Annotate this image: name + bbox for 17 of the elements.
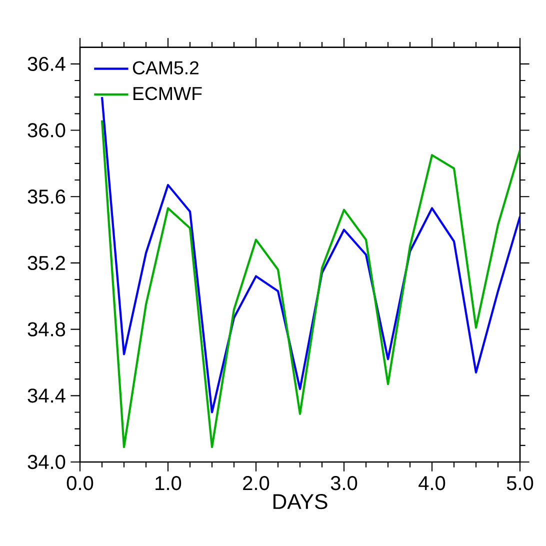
x-tick-label: 1.0	[156, 476, 182, 490]
y-tick-label: 35.2	[28, 256, 65, 270]
y-tick-label: 34.0	[28, 454, 66, 470]
x-axis-title: DAYS	[274, 494, 328, 510]
x-tick-label: 2.0	[243, 476, 270, 490]
line-series	[100, 119, 520, 448]
x-tick-label: 0.0	[66, 476, 94, 490]
x-tick-label: 5.0	[506, 476, 534, 490]
y-tick-label: 34.4	[28, 388, 66, 403]
legend-label: CAM5.2	[132, 61, 199, 74]
y-tick-label: 35.6	[28, 190, 66, 204]
x-tick-label: 3.0	[330, 476, 358, 490]
y-tick-label: 34.8	[28, 322, 66, 336]
y-tick-label: 36.0	[28, 123, 66, 138]
legend-label: ECMWF	[134, 86, 202, 100]
x-tick-label: 4.0	[418, 476, 446, 490]
y-tick-label: 36.4	[28, 56, 66, 71]
